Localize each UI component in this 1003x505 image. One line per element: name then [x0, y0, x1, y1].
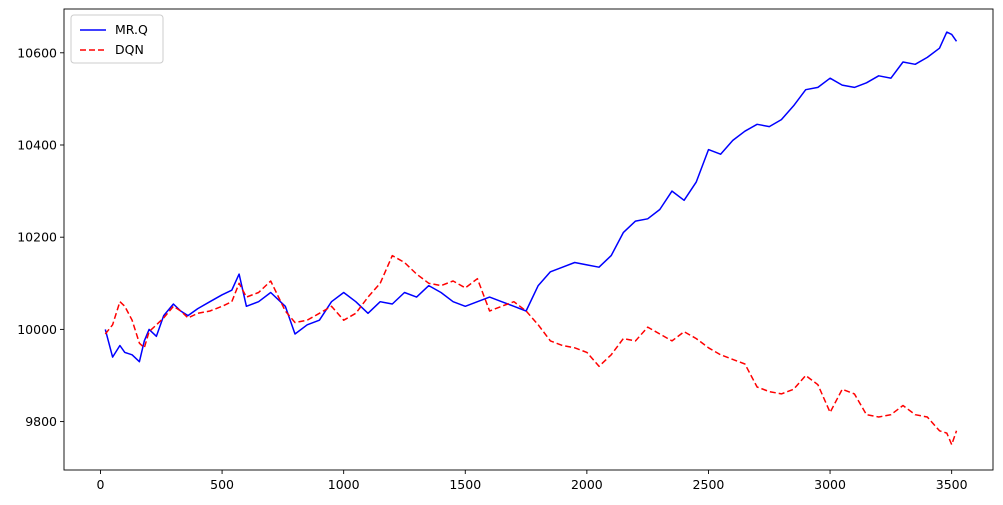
x-tick-label: 2000	[571, 477, 603, 492]
x-tick-label: 1000	[328, 477, 360, 492]
y-tick-label: 10400	[17, 137, 57, 152]
x-tick-label: 1500	[449, 477, 481, 492]
x-tick-label: 3500	[936, 477, 968, 492]
x-tick-label: 3000	[814, 477, 846, 492]
legend-label-mrq: MR.Q	[115, 22, 148, 37]
series-layer	[104, 31, 958, 446]
x-tick-label: 2500	[693, 477, 725, 492]
axes-layer: 0 500 1000 1500 2000 2500 3000 3500 9800 10000 102…	[17, 45, 967, 492]
y-tick-label: 9800	[25, 414, 57, 429]
legend-label-dqn: DQN	[115, 42, 144, 57]
x-tick-label: 0	[97, 477, 105, 492]
y-tick-label: 10000	[17, 322, 57, 337]
series-line-dqn	[104, 254, 958, 446]
legend-box	[70, 14, 164, 64]
x-tick-label: 500	[210, 477, 234, 492]
y-tick-label: 10600	[17, 45, 57, 60]
series-line-mr-q	[104, 31, 958, 363]
plot-area-frame	[63, 8, 994, 471]
y-tick-label: 10200	[17, 230, 57, 245]
legend: MR.Q DQN	[70, 14, 164, 64]
